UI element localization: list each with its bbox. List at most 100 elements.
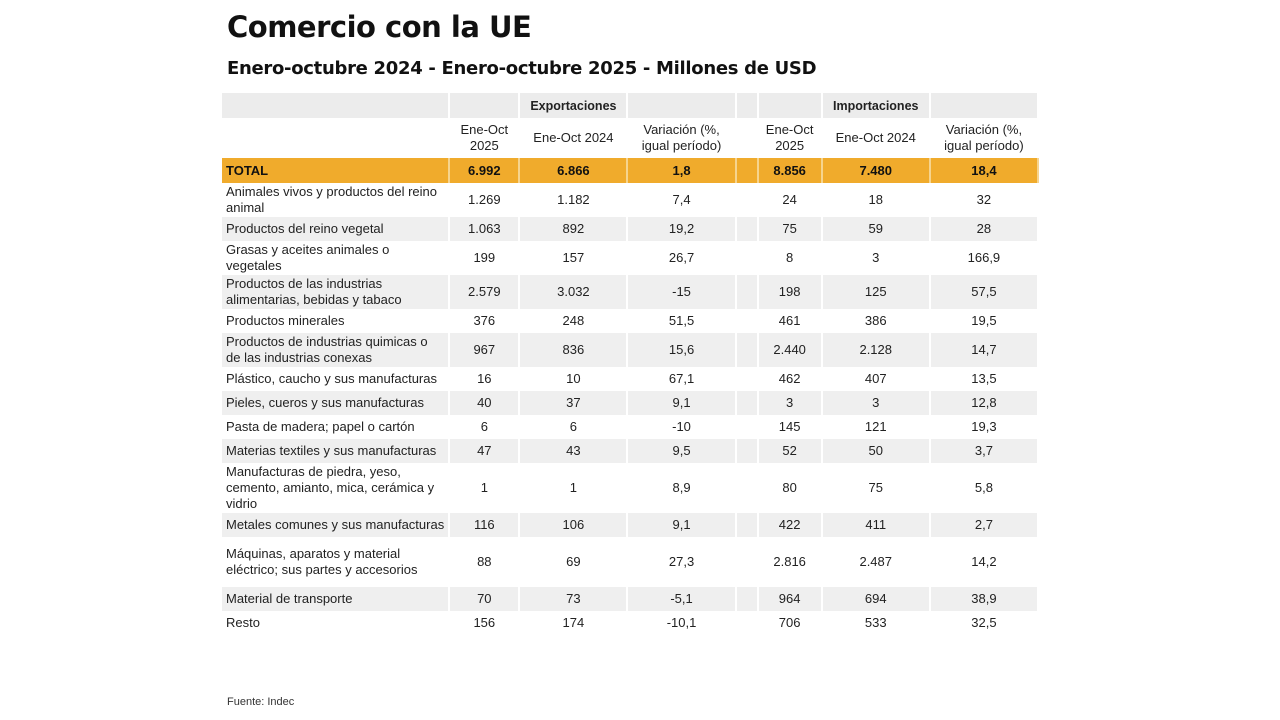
column-header: Ene-Oct 2024: [821, 118, 931, 158]
cell-value: 3: [821, 391, 931, 415]
trade-table: Exportaciones Importaciones Ene-Oct 2025…: [222, 93, 1040, 635]
cell-value: 43: [519, 439, 629, 463]
cell-value: 52: [757, 439, 823, 463]
row-label: Grasas y aceites animales o vegetales: [222, 241, 451, 275]
row-label: Materias textiles y sus manufacturas: [222, 439, 451, 463]
group-header-row: Exportaciones Importaciones: [222, 93, 1040, 118]
table-row: Productos minerales 376 248 51,5 461 386 19,5: [222, 309, 1040, 333]
cell-value: 199: [449, 241, 521, 275]
cell-value: 10: [519, 367, 629, 391]
row-label: Animales vivos y productos del reino ani…: [222, 183, 451, 217]
cell-value: 51,5: [627, 309, 737, 333]
row-label: Manufacturas de piedra, yeso, cemento, a…: [222, 463, 451, 513]
cell-value: 18,4: [929, 158, 1040, 183]
row-label: Productos de industrias quimicas o de la…: [222, 333, 451, 367]
cell-value: 73: [519, 587, 629, 611]
cell-value: 1.182: [519, 183, 629, 217]
spacer-cell: [735, 241, 759, 275]
cell-value: 407: [821, 367, 931, 391]
cell-value: 9,5: [627, 439, 737, 463]
cell-value: 106: [519, 513, 629, 537]
cell-value: 15,6: [627, 333, 737, 367]
cell-value: 411: [821, 513, 931, 537]
cell-value: 174: [519, 611, 629, 635]
cell-value: 50: [821, 439, 931, 463]
cell-value: 3,7: [929, 439, 1040, 463]
cell-value: 8,9: [627, 463, 737, 513]
cell-value: 145: [757, 415, 823, 439]
cell-value: 6: [449, 415, 521, 439]
cell-value: 19,3: [929, 415, 1040, 439]
cell-value: 462: [757, 367, 823, 391]
spacer-cell: [735, 183, 759, 217]
column-header-row: Ene-Oct 2025 Ene-Oct 2024 Variación (%, …: [222, 118, 1040, 158]
column-header: Ene-Oct 2024: [519, 118, 629, 158]
table-row: Grasas y aceites animales o vegetales 199…: [222, 241, 1040, 275]
cell-value: -5,1: [627, 587, 737, 611]
cell-value: 13,5: [929, 367, 1040, 391]
table-row: Pasta de madera; papel o cartón 6 6 -10 145 1…: [222, 415, 1040, 439]
cell-value: 2.128: [821, 333, 931, 367]
cell-value: 2.579: [449, 275, 521, 309]
table-row: Metales comunes y sus manufacturas 116 106…: [222, 513, 1040, 537]
cell-value: 67,1: [627, 367, 737, 391]
cell-value: 9,1: [627, 391, 737, 415]
spacer-cell: [735, 537, 759, 587]
table-row: Material de transporte 70 73 -5,1 964 694 38,9: [222, 587, 1040, 611]
cell-value: 6.866: [519, 158, 629, 183]
cell-value: 69: [519, 537, 629, 587]
imports-header: Importaciones: [821, 93, 931, 118]
column-header: Variación (%, igual período): [627, 118, 737, 158]
cell-value: 706: [757, 611, 823, 635]
column-header: Ene-Oct 2025: [757, 118, 823, 158]
cell-value: 14,7: [929, 333, 1040, 367]
cell-value: 1: [449, 463, 521, 513]
spacer-cell: [735, 275, 759, 309]
cell-value: 75: [757, 217, 823, 241]
cell-value: 37: [519, 391, 629, 415]
spacer-cell: [735, 587, 759, 611]
cell-value: 533: [821, 611, 931, 635]
spacer-cell: [735, 309, 759, 333]
cell-value: 461: [757, 309, 823, 333]
cell-value: 125: [821, 275, 931, 309]
table-row: Máquinas, aparatos y material eléctrico;…: [222, 537, 1040, 587]
spacer-cell: [735, 367, 759, 391]
cell-value: 967: [449, 333, 521, 367]
cell-value: 156: [449, 611, 521, 635]
column-header: Variación (%, igual período): [929, 118, 1040, 158]
cell-value: 18: [821, 183, 931, 217]
cell-value: 422: [757, 513, 823, 537]
spacer-cell: [735, 217, 759, 241]
row-label: Plástico, caucho y sus manufacturas: [222, 367, 451, 391]
cell-value: 8.856: [757, 158, 823, 183]
row-label: Pieles, cueros y sus manufacturas: [222, 391, 451, 415]
table-row: Resto 156 174 -10,1 706 533 32,5: [222, 611, 1040, 635]
cell-value: 88: [449, 537, 521, 587]
cell-value: 1: [519, 463, 629, 513]
cell-value: 57,5: [929, 275, 1040, 309]
table-row: Materias textiles y sus manufacturas 47 43…: [222, 439, 1040, 463]
exports-header: Exportaciones: [519, 93, 629, 118]
row-label: Resto: [222, 611, 451, 635]
row-label: Material de transporte: [222, 587, 451, 611]
spacer-cell: [735, 391, 759, 415]
cell-value: 2.440: [757, 333, 823, 367]
cell-value: 3: [821, 241, 931, 275]
cell-value: 80: [757, 463, 823, 513]
cell-value: 32: [929, 183, 1040, 217]
cell-value: 27,3: [627, 537, 737, 587]
total-row: TOTAL 6.992 6.866 1,8 8.856 7.480 18,4: [222, 158, 1040, 183]
row-label: Metales comunes y sus manufacturas: [222, 513, 451, 537]
column-header: Ene-Oct 2025: [449, 118, 521, 158]
cell-value: 40: [449, 391, 521, 415]
cell-value: 892: [519, 217, 629, 241]
table-row: Productos de industrias quimicas o de la…: [222, 333, 1040, 367]
row-label: Productos de las industrias alimentarias…: [222, 275, 451, 309]
row-label: Pasta de madera; papel o cartón: [222, 415, 451, 439]
row-label: Productos minerales: [222, 309, 451, 333]
source-note: Fuente: Indec: [227, 696, 295, 708]
table-row: Animales vivos y productos del reino ani…: [222, 183, 1040, 217]
cell-value: 59: [821, 217, 931, 241]
cell-value: 1.063: [449, 217, 521, 241]
